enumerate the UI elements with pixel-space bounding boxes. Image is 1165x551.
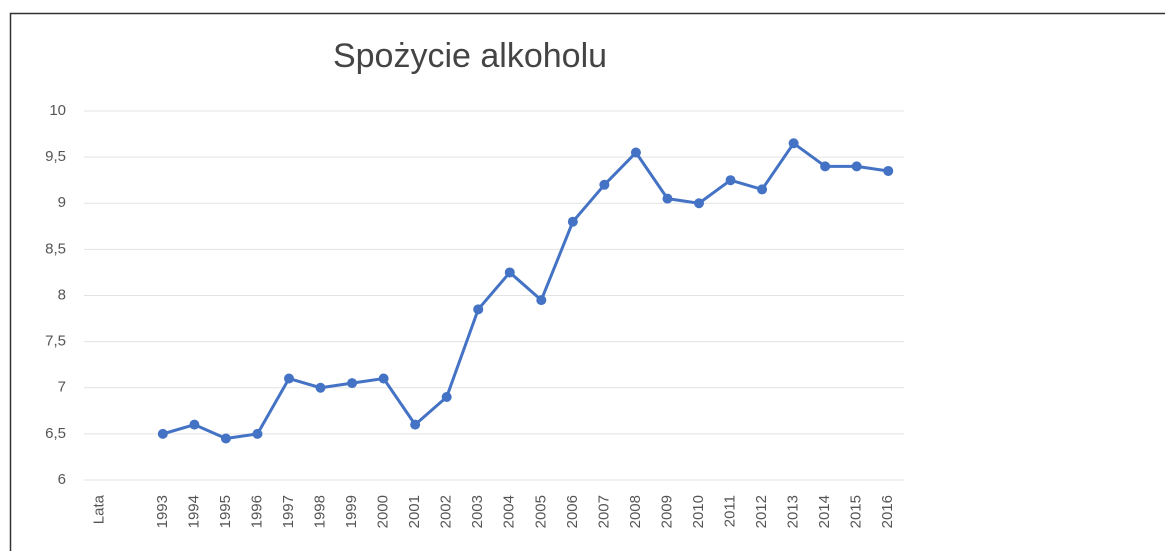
marker: [504, 267, 515, 278]
marker: [567, 216, 578, 227]
marker: [599, 179, 610, 190]
x-tick-label: 2009: [658, 495, 675, 528]
marker: [252, 428, 263, 439]
marker: [157, 428, 168, 439]
x-tick-label: 1993: [154, 495, 171, 528]
marker: [820, 161, 831, 172]
chart-title: Spożycie alkoholu: [333, 37, 607, 75]
x-tick-label: 2015: [848, 495, 865, 528]
y-tick-label: 10: [49, 102, 66, 119]
y-tick-label: 7: [58, 379, 66, 396]
marker: [410, 419, 421, 430]
marker: [662, 193, 673, 204]
marker: [441, 391, 452, 402]
marker: [788, 138, 799, 149]
x-tick-label: 2008: [627, 495, 644, 528]
marker: [220, 433, 231, 444]
x-tick-label: 2003: [469, 495, 486, 528]
x-tick-label: 1997: [280, 495, 297, 528]
chart-frame: [9, 12, 1165, 551]
x-tick-label: 2006: [564, 495, 581, 528]
x-tick-label: Lata: [91, 494, 108, 524]
x-tick-label: 1996: [248, 495, 265, 528]
x-tick-label: 2013: [785, 495, 802, 528]
marker: [347, 378, 358, 389]
marker: [284, 373, 294, 384]
y-tick-label: 7,5: [45, 333, 66, 350]
x-tick-label: 2014: [816, 495, 833, 528]
marker: [851, 161, 862, 172]
marker: [536, 295, 547, 306]
marker: [315, 382, 326, 393]
y-tick-label: 8,5: [45, 240, 66, 257]
x-tick-label: 2005: [532, 495, 549, 528]
x-tick-label: 1999: [343, 495, 360, 528]
y-tick-label: 8: [58, 286, 66, 303]
marker: [757, 184, 768, 195]
x-tick-label: 2010: [690, 495, 707, 528]
marker: [694, 198, 704, 209]
x-tick-label: 2002: [438, 495, 455, 528]
x-tick-label: 1998: [312, 495, 329, 528]
y-tick-label: 9: [58, 194, 66, 211]
marker: [189, 419, 200, 430]
marker: [883, 165, 894, 176]
x-tick-label: 1995: [217, 495, 234, 528]
marker: [630, 147, 641, 158]
x-tick-label: 1994: [185, 495, 202, 528]
marker: [473, 304, 484, 315]
marker: [378, 373, 389, 384]
x-tick-label: 2004: [501, 495, 518, 528]
y-tick-label: 9,5: [45, 148, 66, 165]
x-tick-label: 2007: [595, 495, 612, 528]
marker: [725, 175, 736, 186]
x-tick-label: 2000: [375, 495, 392, 528]
line: [162, 141, 889, 440]
x-tick-label: 2012: [753, 495, 770, 528]
x-tick-label: 2011: [722, 495, 739, 527]
y-tick-label: 6: [58, 471, 66, 488]
x-tick-label: 2001: [406, 495, 423, 528]
y-tick-label: 6,5: [45, 425, 66, 442]
x-tick-label: 2016: [879, 495, 896, 528]
